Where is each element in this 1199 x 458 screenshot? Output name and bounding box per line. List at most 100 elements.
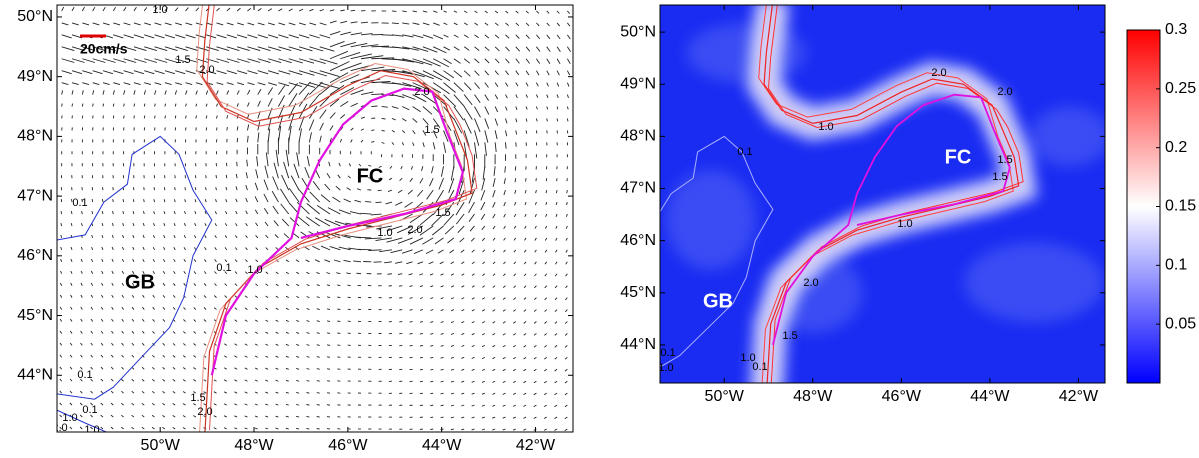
velocity-vector: [281, 218, 290, 227]
velocity-vector: [350, 102, 358, 107]
velocity-vector: [492, 273, 496, 277]
velocity-vector: [144, 70, 155, 75]
velocity-vector: [254, 367, 258, 370]
velocity-vector: [431, 213, 444, 227]
velocity-vector: [70, 222, 73, 227]
velocity-vector: [492, 261, 496, 265]
velocity-vector: [503, 225, 506, 230]
velocity-vector: [492, 213, 496, 219]
velocity-vector: [82, 82, 90, 86]
variability-patch: [665, 169, 756, 270]
velocity-vector: [245, 235, 248, 239]
velocity-vector: [275, 403, 279, 406]
velocity-vector: [422, 22, 430, 26]
velocity-vector: [296, 295, 300, 299]
contour-label: 1.0: [62, 412, 77, 424]
velocity-vector: [223, 367, 228, 370]
velocity-vector: [543, 428, 547, 431]
velocity-vector: [59, 366, 63, 370]
velocity-vector: [132, 246, 135, 251]
contour-label: 2.0: [199, 64, 214, 76]
velocity-vector: [474, 106, 481, 118]
velocity-vector: [524, 237, 527, 241]
velocity-vector: [265, 295, 269, 299]
velocity-vector: [69, 426, 73, 430]
velocity-vector: [192, 427, 197, 430]
velocity-vector: [112, 115, 115, 119]
velocity-vector: [554, 392, 558, 396]
velocity-vector: [417, 189, 424, 197]
velocity-vector: [81, 222, 83, 227]
colorbar-tick-label: 0.3: [1165, 21, 1187, 38]
velocity-vector: [512, 416, 516, 419]
velocity-vector: [182, 355, 186, 358]
velocity-vector: [121, 306, 124, 310]
velocity-vector: [296, 271, 300, 275]
velocity-vector: [144, 22, 152, 26]
velocity-vector: [492, 178, 496, 187]
velocity-vector: [340, 41, 357, 48]
velocity-vector: [432, 118, 441, 128]
velocity-vector: [514, 190, 517, 194]
velocity-vector: [235, 210, 238, 215]
velocity-vector: [195, 103, 198, 107]
velocity-vector: [131, 282, 135, 286]
velocity-vector: [225, 198, 228, 203]
velocity-vector: [123, 34, 134, 39]
velocity-vector: [203, 391, 207, 394]
velocity-vector: [216, 115, 218, 119]
velocity-vector: [534, 201, 537, 206]
velocity-vector: [234, 307, 238, 310]
velocity-vector: [525, 34, 530, 39]
velocity-vector: [244, 343, 248, 346]
velocity-vector: [265, 403, 269, 406]
velocity-vector: [226, 22, 234, 26]
velocity-vector: [142, 234, 145, 239]
velocity-vector: [203, 271, 207, 275]
velocity-vector: [100, 402, 104, 406]
velocity-vector: [101, 234, 104, 239]
velocity-vector: [337, 320, 341, 322]
y-tick-label: 45°N: [17, 307, 53, 324]
velocity-vector: [216, 82, 224, 86]
velocity-vector: [426, 189, 434, 200]
velocity-vector: [226, 58, 240, 63]
velocity-vector: [502, 368, 506, 372]
velocity-vector: [535, 118, 538, 122]
velocity-vector: [90, 330, 94, 334]
velocity-vector: [309, 58, 326, 65]
velocity-vector: [255, 235, 259, 239]
velocity-vector: [337, 308, 341, 311]
velocity-vector: [430, 321, 434, 323]
velocity-vector: [474, 34, 479, 39]
velocity-vector: [244, 331, 248, 334]
velocity-vector: [515, 58, 520, 64]
velocity-vector: [443, 70, 455, 79]
velocity-vector: [278, 22, 286, 26]
velocity-vector: [468, 213, 475, 223]
velocity-vector: [482, 261, 486, 265]
velocity-vector: [235, 186, 238, 191]
velocity-vector: [481, 178, 486, 191]
velocity-vector: [298, 115, 305, 131]
contour-label: 0.1: [752, 361, 767, 373]
velocity-vector: [226, 90, 230, 95]
velocity-vector: [443, 82, 456, 93]
velocity-vector: [162, 307, 166, 310]
velocity-vector: [564, 368, 568, 372]
velocity-vector: [381, 118, 386, 120]
y-tick-label: 47°N: [620, 180, 656, 197]
velocity-vector: [536, 10, 540, 14]
velocity-vector: [162, 427, 166, 430]
velocity-vector: [173, 271, 176, 274]
velocity-vector: [152, 294, 155, 298]
velocity-vector: [435, 189, 444, 203]
velocity-vector: [82, 22, 90, 26]
velocity-vector: [492, 237, 496, 241]
velocity-vector: [214, 259, 217, 263]
velocity-vector: [275, 415, 279, 418]
velocity-vector: [447, 237, 455, 244]
velocity-vector: [216, 90, 219, 95]
velocity-vector: [430, 309, 434, 311]
velocity-vector: [90, 426, 93, 430]
